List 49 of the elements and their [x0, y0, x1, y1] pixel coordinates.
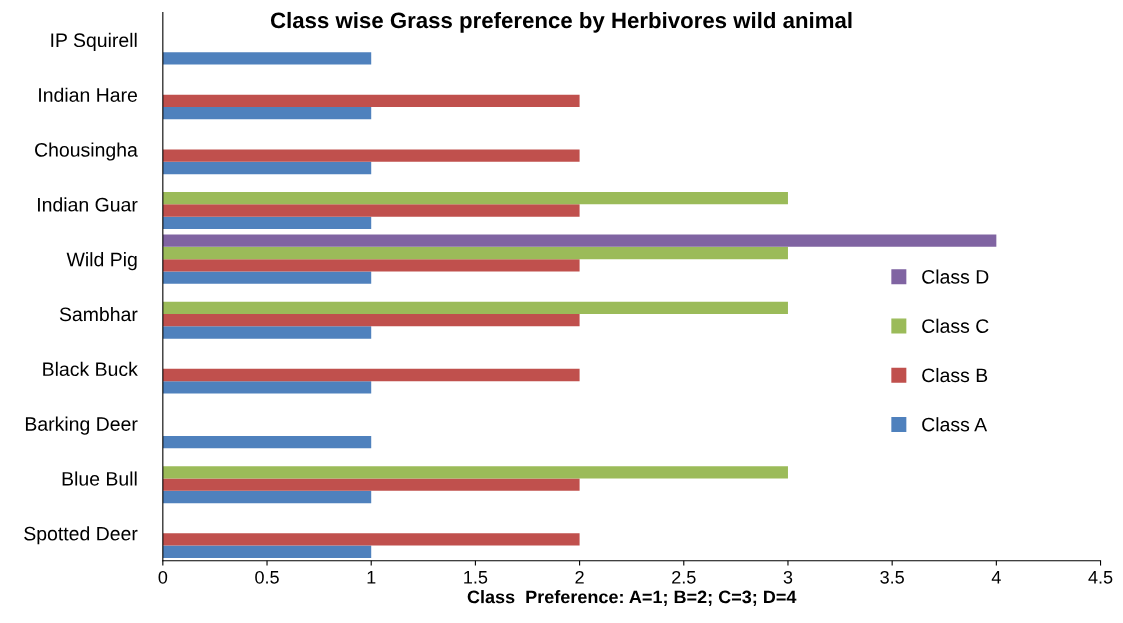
bar	[162, 161, 372, 175]
y-tick-label: Indian Guar	[38, 197, 138, 212]
bar	[162, 246, 788, 260]
bar	[162, 271, 372, 284]
bar	[162, 368, 580, 382]
bar	[162, 466, 788, 479]
y-tick-label: Barking Deer	[25, 416, 138, 435]
y-tick-label: Chousingha	[35, 142, 138, 161]
y-tick-label: Indian Hare	[39, 87, 137, 102]
y-tick-label: Spotted Deer	[24, 526, 138, 545]
bar	[162, 259, 580, 272]
x-tick-label: 1.5	[464, 571, 488, 584]
y-tick-label: Wild Pig	[66, 252, 137, 271]
bar	[162, 435, 372, 449]
y-tick-label: Blue Bull	[62, 471, 137, 486]
bar	[162, 533, 580, 546]
bar	[162, 478, 580, 491]
x-tick-label: 0.5	[255, 570, 279, 584]
bar	[162, 313, 580, 327]
x-tick-label: 4	[991, 571, 1001, 584]
y-tick-label: IP Squirell	[51, 32, 137, 51]
x-axis-title: Class Preference: A=1; B=2; C=3; D=4	[467, 590, 797, 606]
legend-label: Class C	[922, 318, 989, 333]
bar	[162, 490, 372, 504]
legend-label: Class D	[922, 269, 989, 284]
y-tick-label: Black Buck	[43, 361, 138, 377]
bar	[162, 192, 788, 205]
x-tick-label: 2	[575, 570, 584, 584]
x-tick-label: 0	[158, 570, 168, 584]
y-tick-label: Sambhar	[59, 306, 138, 322]
bar	[162, 381, 372, 394]
bar	[162, 545, 372, 558]
bar	[162, 216, 372, 230]
legend-label: Class B	[922, 367, 988, 383]
bar	[162, 204, 580, 217]
bar	[162, 107, 372, 120]
bar	[162, 52, 372, 65]
legend-label: Class A	[922, 417, 988, 432]
x-tick-label: 3.5	[880, 570, 904, 584]
x-tick-label: 3	[783, 570, 793, 584]
x-tick-label: 1	[367, 571, 376, 584]
x-tick-label: 2.5	[672, 570, 696, 584]
bar	[162, 94, 580, 108]
bar	[162, 234, 997, 247]
bar	[162, 149, 580, 162]
bar	[162, 301, 788, 314]
x-tick-label: 4.5	[1088, 571, 1113, 584]
chart-title: Class wise Grass preference by Herbivores wild animal	[270, 11, 852, 33]
bar	[162, 326, 372, 339]
